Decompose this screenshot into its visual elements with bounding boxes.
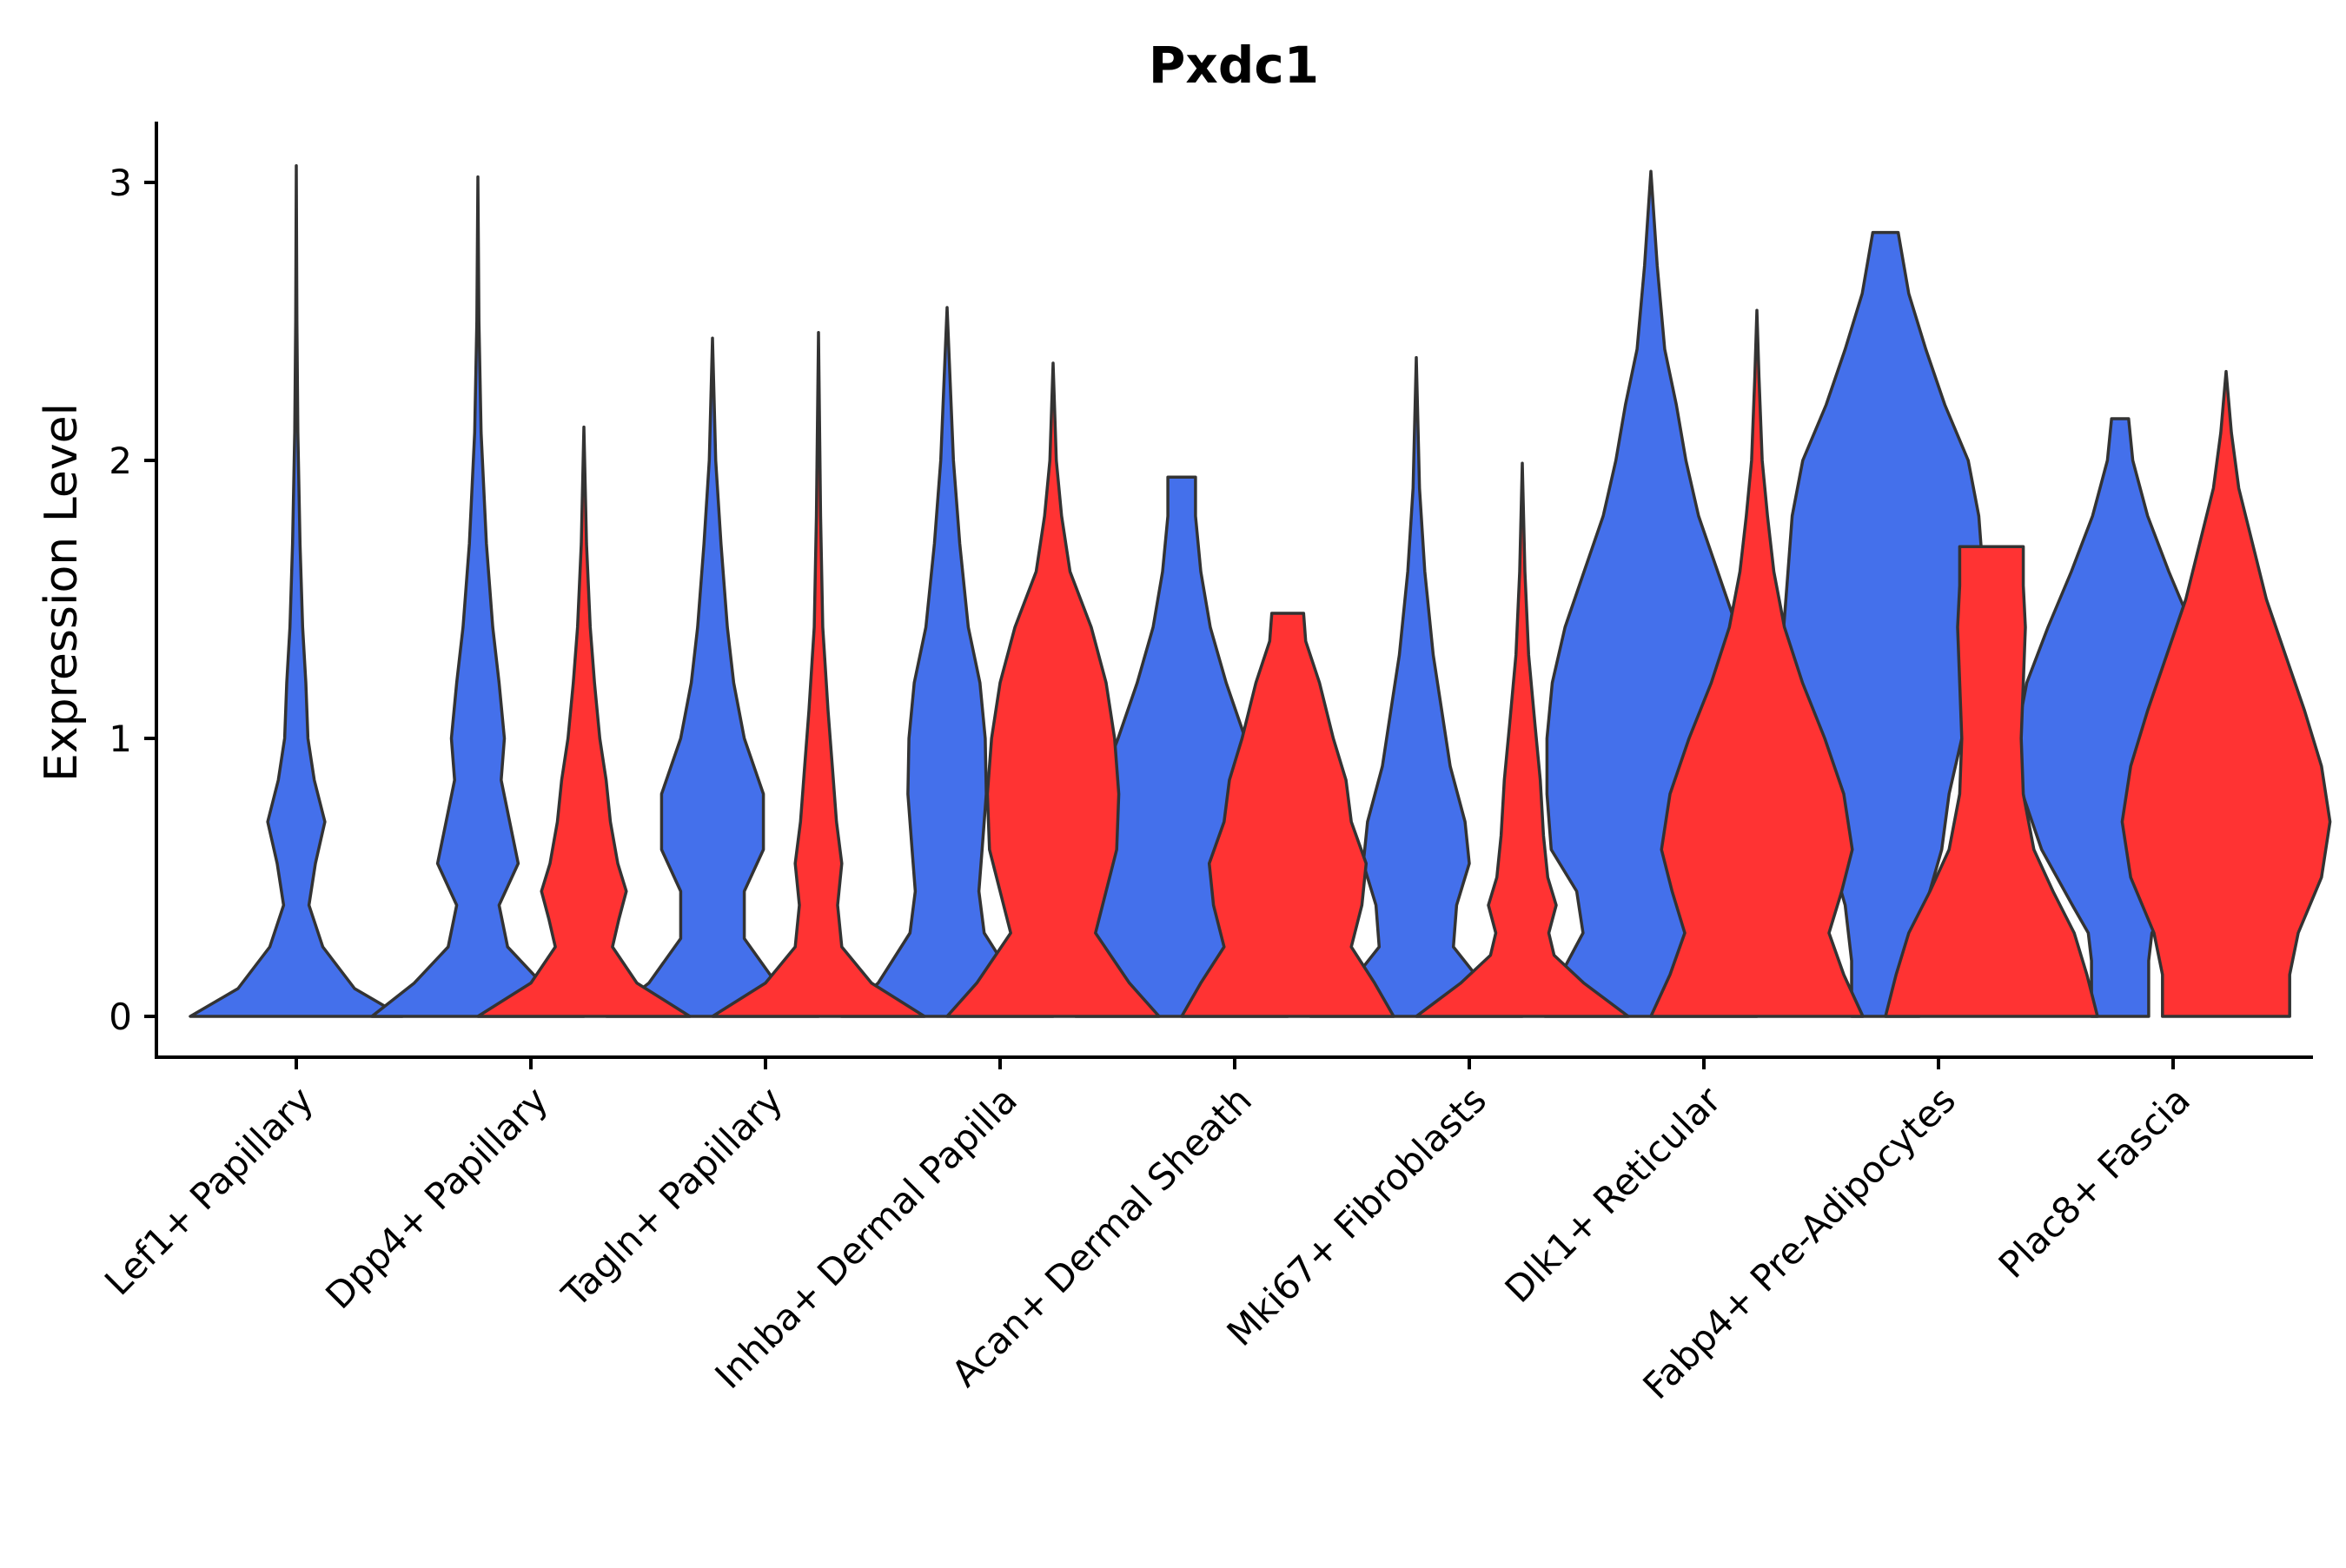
y-axis-label: Expression Level — [36, 403, 88, 782]
violin-group_2-mki67-fibroblasts — [1415, 461, 1630, 1018]
x-tick-label: Dpp4+ Papillary — [317, 1078, 556, 1317]
violin-group_2-fabp4-pre-adipocytes — [1884, 545, 2099, 1018]
x-tick-label: Dlk1+ Reticular — [1497, 1078, 1730, 1311]
violin-group_1-mki67-fibroblasts — [1309, 355, 1524, 1018]
violin-group_2-plac8-fascia — [2120, 369, 2332, 1018]
violin-group_2-dlk1-reticular — [1649, 308, 1865, 1018]
x-tick-label: Plac8+ Fascia — [1991, 1078, 2198, 1286]
y-tick-label: 3 — [109, 162, 132, 204]
x-tick-label: Lef1+ Papillary — [96, 1078, 321, 1303]
violin-group_1-inhba-dermal-papilla — [839, 306, 1055, 1018]
violin-group_1-lef1-papillary — [189, 164, 404, 1018]
x-tick-label: Tagln+ Papillary — [553, 1078, 791, 1315]
violin-group_2-dpp4-papillary — [476, 425, 692, 1018]
y-tick-label: 0 — [109, 996, 132, 1038]
violin-group_2-tagln-papillary — [711, 331, 926, 1018]
y-tick-label: 1 — [109, 718, 132, 760]
violin-group_2-inhba-dermal-papilla — [945, 361, 1161, 1018]
chart-title: Pxdc1 — [1149, 36, 1319, 95]
violin-group_2-acan-dermal-sheath — [1180, 612, 1395, 1018]
violin-group_1-tagln-papillary — [605, 336, 820, 1018]
x-tick-label: Mki67+ Fibroblasts — [1219, 1078, 1494, 1353]
y-tick-label: 2 — [109, 440, 132, 482]
violin-layer — [189, 164, 2332, 1018]
violin-group_1-dpp4-papillary — [370, 175, 586, 1018]
